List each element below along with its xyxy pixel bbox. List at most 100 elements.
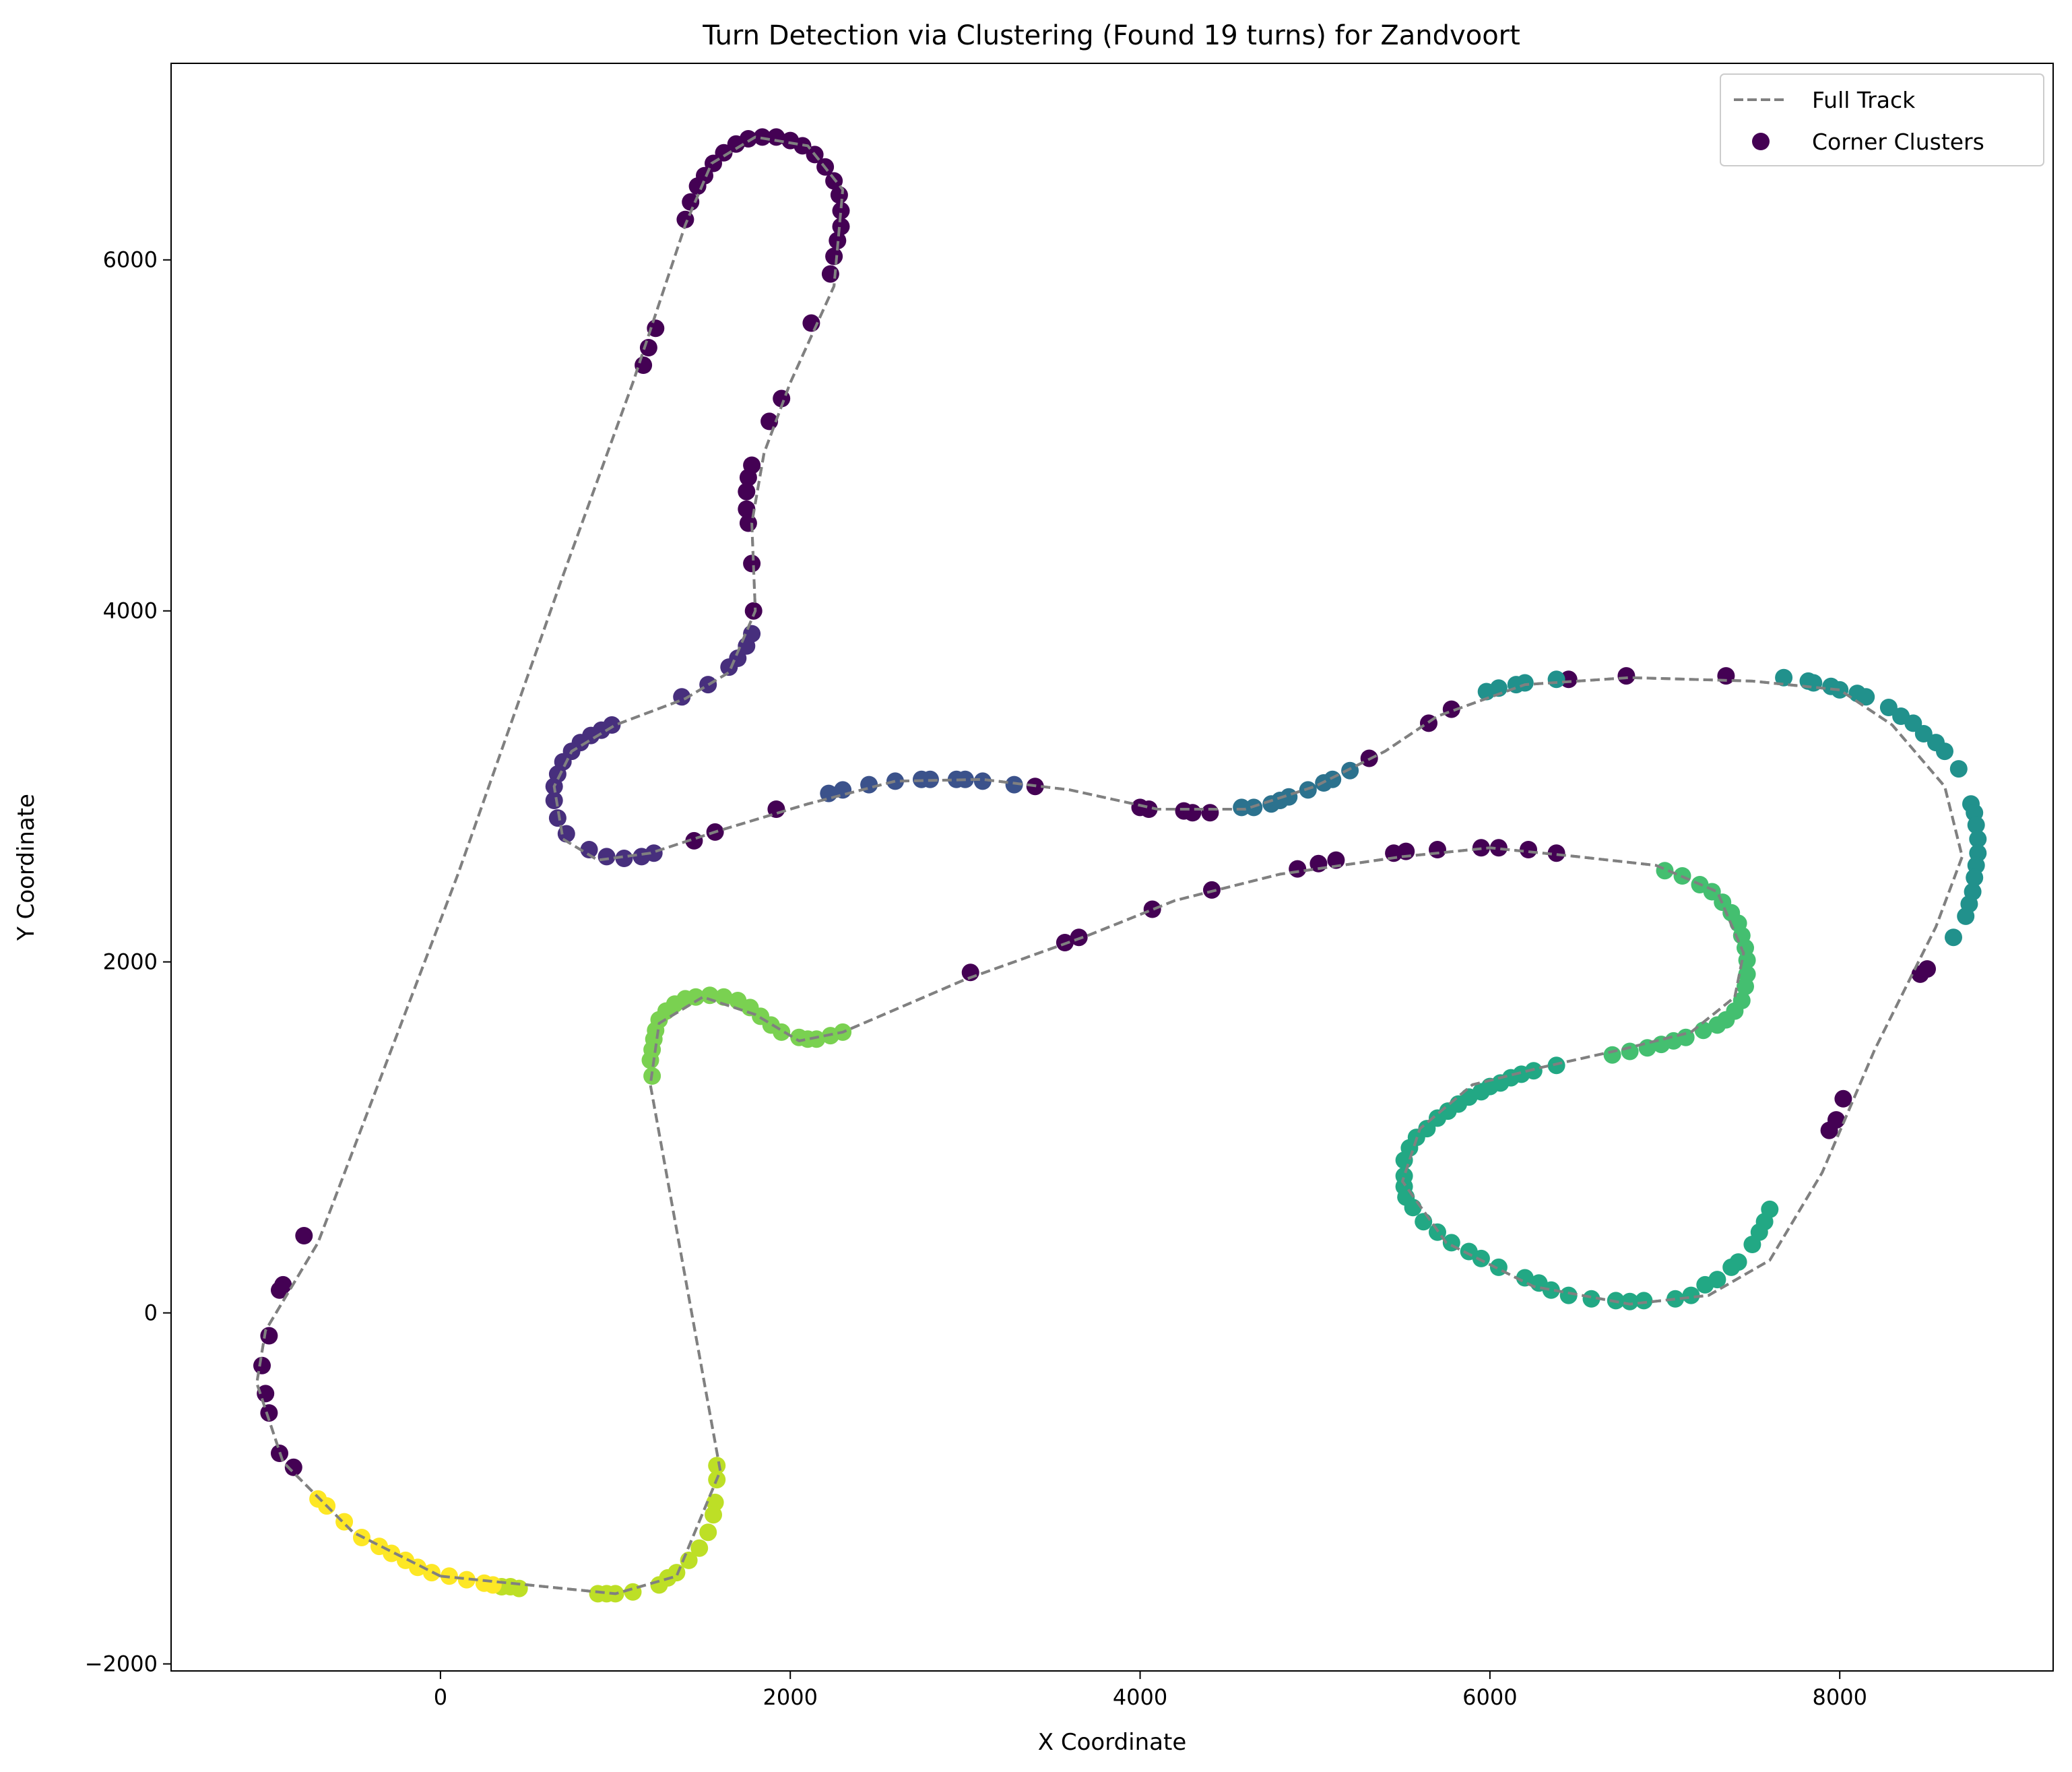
cluster-0-point (1143, 900, 1161, 918)
cluster-2-point (1005, 776, 1023, 794)
cluster-6-point (1621, 1042, 1639, 1061)
y-tick-label: 4000 (103, 598, 158, 624)
legend-label-corner-clusters: Corner Clusters (1812, 129, 1984, 155)
cluster-4-point (1936, 742, 1953, 761)
cluster-4-series (1477, 668, 1987, 947)
legend-marker-swatch (1752, 133, 1770, 150)
cluster-7-point (729, 992, 747, 1009)
x-tick-label: 2000 (763, 1684, 817, 1710)
x-tick-label: 8000 (1812, 1684, 1867, 1710)
cluster-0-point (257, 1385, 275, 1403)
cluster-4-point (1489, 679, 1508, 697)
cluster-0-point (1489, 839, 1508, 857)
cluster-4-point (1957, 907, 1975, 925)
cluster-1-point (548, 809, 566, 827)
cluster-4-point (1857, 688, 1875, 706)
cluster-0-point (738, 500, 756, 518)
cluster-1-point (615, 850, 633, 867)
cluster-0-point (639, 339, 657, 356)
cluster-0-point (260, 1404, 278, 1422)
plot-frame (170, 63, 2054, 1672)
x-tick-label: 6000 (1462, 1684, 1517, 1710)
cluster-0-point (830, 186, 848, 204)
cluster-0-point (1184, 804, 1202, 822)
cluster-0-point (260, 1327, 278, 1345)
cluster-0-point (832, 201, 850, 220)
legend: Full Track Corner Clusters (1720, 73, 2044, 166)
full-track-line-overlay (255, 135, 1964, 1595)
cluster-0-point (821, 265, 839, 283)
legend-box (1720, 73, 2044, 166)
cluster-5-point (1460, 1242, 1478, 1261)
cluster-6-point (1738, 965, 1756, 983)
cluster-5-point (1635, 1292, 1653, 1310)
cluster-0-point (1617, 667, 1636, 685)
cluster-0-point (295, 1227, 313, 1244)
plot-area (253, 128, 1987, 1603)
cluster-0-point (825, 247, 843, 265)
cluster-0-point (1827, 1111, 1845, 1129)
cluster-0-point (743, 555, 761, 573)
cluster-7-point (715, 988, 733, 1006)
cluster-4-point (1969, 830, 1987, 848)
cluster-6-point (1603, 1046, 1621, 1064)
cluster-0-point (1140, 800, 1158, 818)
cluster-6-point (1694, 1021, 1712, 1040)
cluster-0-point (832, 218, 850, 236)
cluster-0-point (647, 319, 665, 338)
cluster-0-point (1520, 841, 1537, 858)
cluster-0-point (1834, 1089, 1852, 1108)
cluster-6-point (1733, 992, 1751, 1009)
y-tick-label: 0 (144, 1300, 158, 1326)
x-axis-label: X Coordinate (1038, 1729, 1187, 1756)
cluster-4-point (1966, 868, 1984, 887)
x-tick-label: 4000 (1113, 1684, 1167, 1710)
cluster-0-point (271, 1281, 288, 1299)
y-axis-label: Y Coordinate (13, 794, 40, 941)
cluster-8-point (690, 1539, 709, 1557)
cluster-8-point (705, 1506, 722, 1524)
cluster-1-point (743, 625, 761, 643)
cluster-9-point (457, 1571, 476, 1589)
cluster-0-point (760, 412, 779, 431)
cluster-0-point (825, 172, 843, 190)
cluster-5-point (1682, 1286, 1700, 1304)
cluster-4-point (1949, 760, 1968, 778)
cluster-0-point (744, 602, 763, 620)
cluster-7-point (790, 1028, 808, 1046)
cluster-0-point (1918, 960, 1936, 978)
cluster-0-point (284, 1458, 302, 1476)
cluster-5-point (1743, 1236, 1761, 1253)
cluster-0-point (253, 1356, 271, 1374)
cluster-5-point (1415, 1213, 1433, 1231)
cluster-1-point (545, 792, 563, 809)
cluster-2-point (886, 772, 904, 790)
cluster-3-point (1324, 770, 1342, 788)
cluster-0-point (739, 468, 757, 486)
cluster-2-point (973, 772, 992, 790)
cluster-0-point (1429, 841, 1446, 858)
cluster-4-point (1945, 928, 1962, 947)
y-tick-label: 2000 (103, 949, 158, 975)
cluster-5-point (1516, 1269, 1534, 1287)
cluster-4-point (1516, 674, 1534, 692)
cluster-0-point (829, 232, 847, 250)
cluster-0-point (739, 130, 757, 148)
x-tick-label: 0 (434, 1684, 447, 1710)
cluster-5-point (1559, 1286, 1578, 1304)
y-axis: −2000 0 2000 4000 6000 (85, 247, 171, 1677)
x-axis: 0 2000 4000 6000 8000 (434, 1671, 1867, 1710)
cluster-8-point (699, 1523, 717, 1542)
cluster-5-point (1621, 1292, 1639, 1310)
cluster-0-point (1547, 844, 1565, 862)
cluster-9-point (370, 1538, 388, 1556)
cluster-1-point (597, 848, 616, 866)
cluster-9-point (475, 1574, 493, 1592)
cluster-0-point (1717, 667, 1735, 685)
cluster-8-series (492, 1457, 726, 1603)
cluster-5-point (1696, 1275, 1714, 1294)
cluster-8-point (650, 1576, 668, 1594)
legend-label-full-track: Full Track (1812, 87, 1916, 113)
cluster-5-point (1666, 1290, 1685, 1308)
